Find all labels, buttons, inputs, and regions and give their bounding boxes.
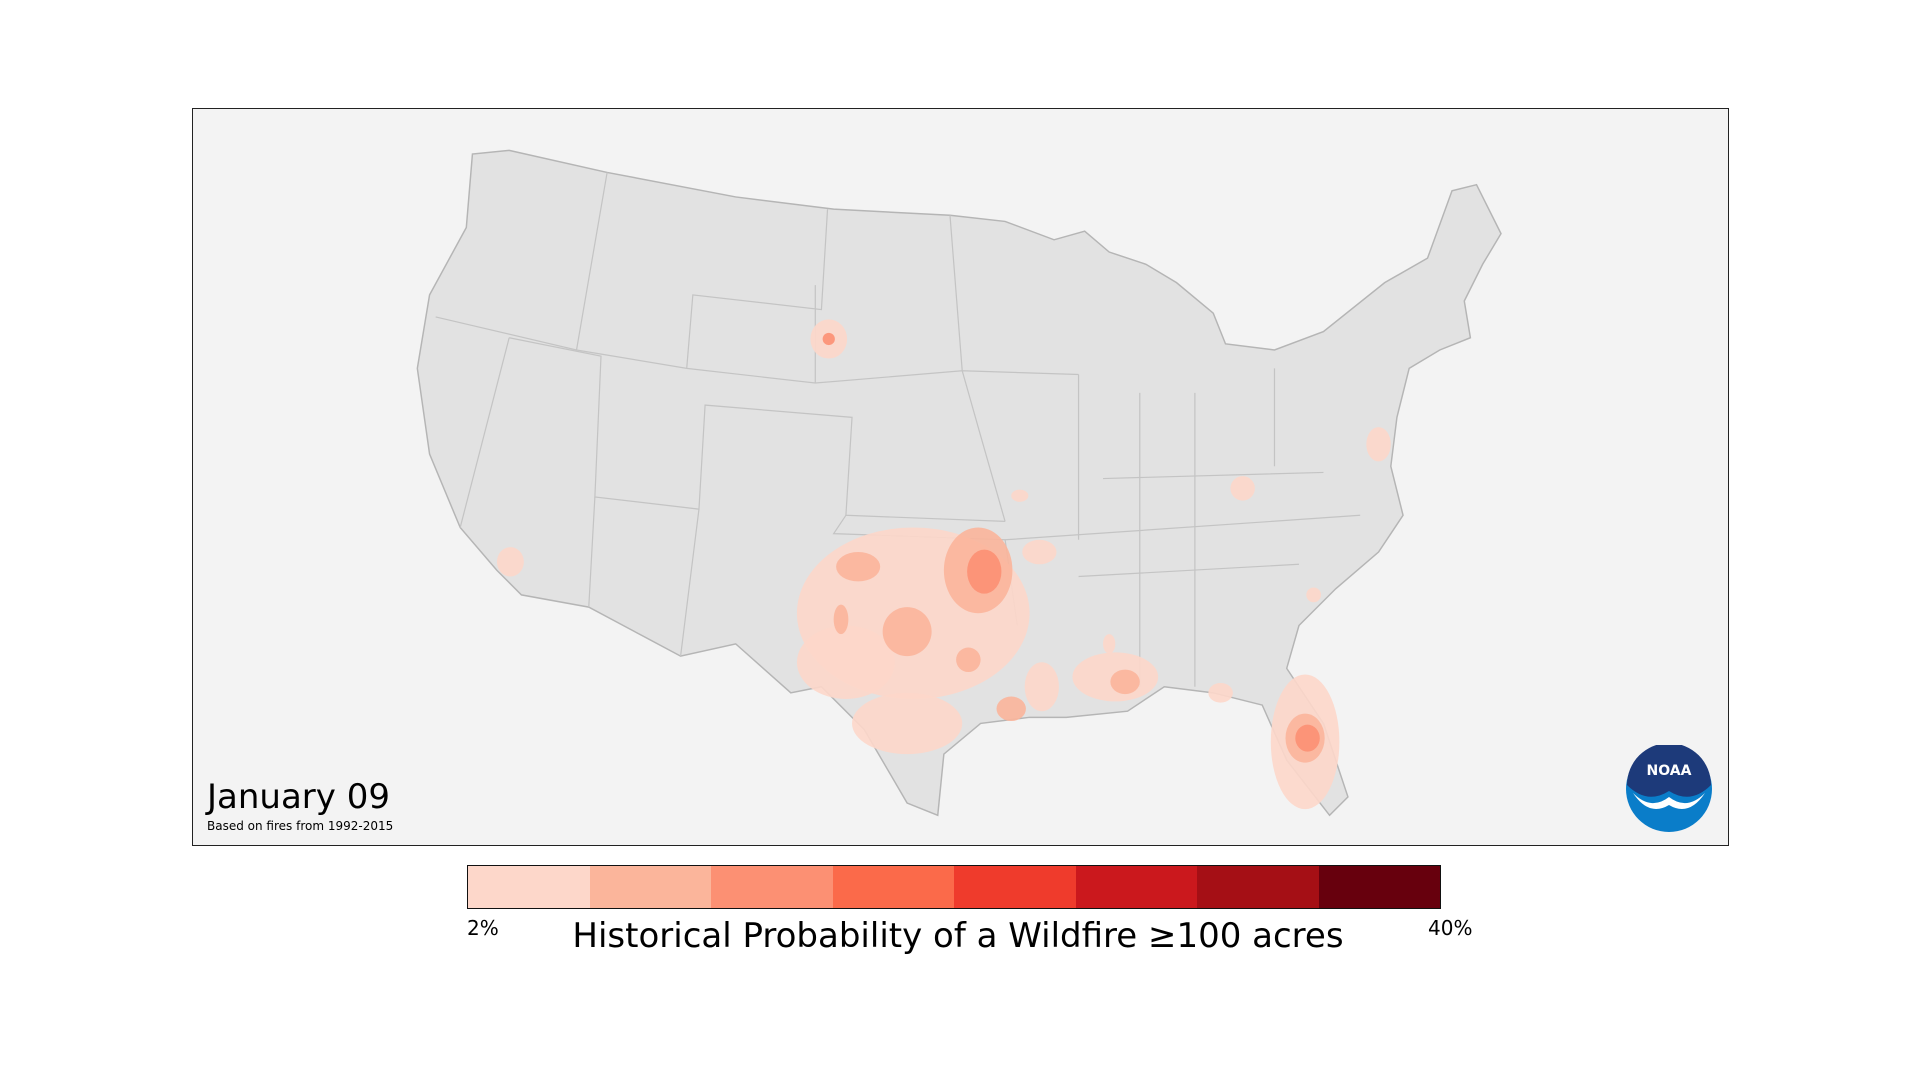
fire-probability-area bbox=[1110, 669, 1140, 695]
fire-probability-area bbox=[1366, 427, 1391, 462]
fire-probability-area bbox=[796, 625, 895, 699]
legend-swatch bbox=[589, 866, 711, 908]
fire-probability-area bbox=[1306, 587, 1322, 603]
fire-probability-area bbox=[822, 332, 835, 346]
fire-probability-area bbox=[882, 607, 932, 657]
fire-probability-area bbox=[1011, 489, 1029, 502]
legend-swatch bbox=[711, 866, 833, 908]
fire-probability-area bbox=[836, 552, 881, 582]
legend-swatch bbox=[1318, 866, 1440, 908]
legend-swatch bbox=[954, 866, 1076, 908]
color-legend-bar bbox=[467, 865, 1441, 909]
fire-probability-area bbox=[1024, 662, 1059, 712]
legend-max-label: 40% bbox=[1428, 916, 1473, 940]
fire-probability-area bbox=[833, 604, 849, 635]
legend-swatch bbox=[468, 866, 590, 908]
map-panel: January 09 Based on fires from 1992-2015… bbox=[192, 108, 1729, 846]
noaa-logo-text: NOAA bbox=[1647, 763, 1692, 779]
legend-swatch bbox=[832, 866, 954, 908]
noaa-logo: NOAA bbox=[1626, 745, 1712, 832]
state-borders bbox=[435, 172, 1361, 687]
date-title: January 09 bbox=[207, 777, 390, 817]
fire-probability-area bbox=[956, 647, 981, 673]
fire-probability-area bbox=[967, 549, 1002, 594]
fire-probability-area bbox=[996, 696, 1026, 722]
legend-swatch bbox=[1197, 866, 1319, 908]
data-period-note: Based on fires from 1992-2015 bbox=[207, 819, 394, 833]
fire-probability-area bbox=[1230, 476, 1255, 501]
fire-probability-area bbox=[1022, 539, 1057, 565]
fire-probability-area bbox=[1295, 724, 1320, 752]
fire-probability-area bbox=[1208, 683, 1233, 703]
fire-probability-area bbox=[852, 692, 963, 755]
us-map bbox=[416, 149, 1502, 817]
legend-min-label: 2% bbox=[467, 916, 499, 940]
legend-title: Historical Probability of a Wildfire ≥10… bbox=[572, 916, 1344, 956]
fire-probability-area bbox=[1103, 634, 1116, 654]
fire-probability-area bbox=[496, 547, 524, 577]
legend-swatch bbox=[1075, 866, 1197, 908]
